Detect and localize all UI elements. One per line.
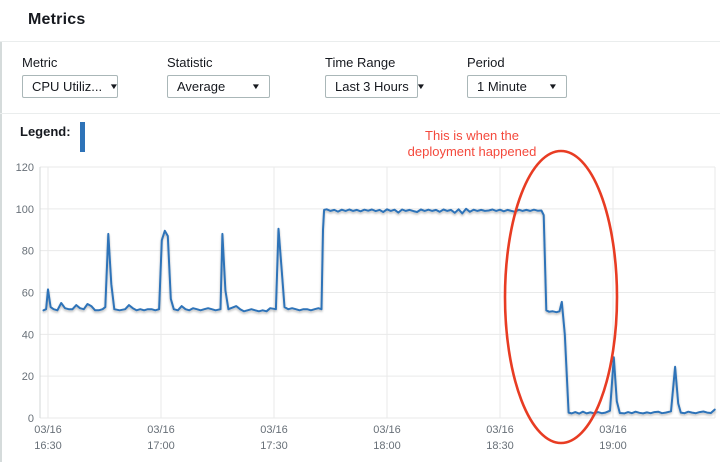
x-tick-time: 19:00	[599, 440, 627, 452]
controls-row: Metric CPU Utiliz... ▼ Statistic Average…	[22, 55, 567, 98]
statistic-select[interactable]: Average ▼	[167, 75, 270, 98]
metric-control: Metric CPU Utiliz... ▼	[22, 55, 120, 98]
deployment-annotation-text: This is when the deployment happened	[403, 128, 541, 159]
chevron-down-icon: ▼	[108, 82, 120, 91]
chart-axis-labels: 0 20 40 60 80 100 120 03/16 16:30 03/16 17:00 03/16…	[16, 162, 627, 452]
x-tick-date: 03/16	[486, 424, 514, 436]
legend-label: Legend:	[20, 124, 71, 139]
deployment-ellipse	[503, 149, 619, 445]
x-tick-time: 17:30	[260, 440, 288, 452]
statistic-control: Statistic Average ▼	[167, 55, 270, 98]
period-label: Period	[467, 55, 505, 70]
x-tick-time: 18:30	[486, 440, 514, 452]
legend: Legend:	[20, 122, 85, 152]
metric-label: Metric	[22, 55, 58, 70]
chart-series	[42, 207, 716, 415]
period-select[interactable]: 1 Minute ▼	[467, 75, 567, 98]
x-tick-date: 03/16	[599, 424, 627, 436]
annotation-line-1: This is when the	[425, 128, 519, 143]
x-tick-date: 03/16	[34, 424, 62, 436]
time-range-select-value: Last 3 Hours	[335, 79, 409, 94]
x-tick-time: 17:00	[147, 440, 175, 452]
annotation-line-2: deployment happened	[407, 143, 537, 159]
y-tick-label: 60	[22, 288, 34, 300]
y-tick-label: 120	[16, 162, 34, 174]
chevron-down-icon: ▼	[547, 82, 559, 91]
deployment-ellipse-annotation	[503, 149, 619, 445]
y-tick-label: 0	[28, 413, 34, 425]
period-select-value: 1 Minute	[477, 79, 527, 94]
metric-line-series	[42, 207, 716, 415]
x-tick-date: 03/16	[147, 424, 175, 436]
chart-gridlines	[39, 166, 716, 419]
page-title: Metrics	[28, 11, 86, 28]
time-range-control: Time Range Last 3 Hours ▼	[325, 55, 426, 98]
section-divider	[0, 113, 720, 114]
y-tick-label: 100	[16, 204, 34, 216]
time-range-label: Time Range	[325, 55, 396, 70]
x-tick-time: 18:00	[373, 440, 401, 452]
y-tick-label: 80	[22, 246, 34, 258]
panel-left-border	[0, 0, 2, 462]
x-tick-date: 03/16	[260, 424, 288, 436]
y-tick-label: 20	[22, 371, 34, 383]
legend-color-chip	[79, 122, 85, 152]
statistic-label: Statistic	[167, 55, 213, 70]
period-control: Period 1 Minute ▼	[467, 55, 567, 98]
statistic-select-value: Average	[177, 79, 226, 94]
metric-select[interactable]: CPU Utiliz... ▼	[22, 75, 120, 98]
x-tick-date: 03/16	[373, 424, 401, 436]
x-tick-time: 16:30	[34, 440, 62, 452]
chevron-down-icon: ▼	[415, 82, 426, 91]
time-range-select[interactable]: Last 3 Hours ▼	[325, 75, 426, 98]
y-tick-label: 40	[22, 329, 34, 341]
metric-select-value: CPU Utiliz...	[32, 79, 103, 94]
metrics-panel-header: Metrics	[0, 0, 720, 42]
chevron-down-icon: ▼	[250, 82, 262, 91]
